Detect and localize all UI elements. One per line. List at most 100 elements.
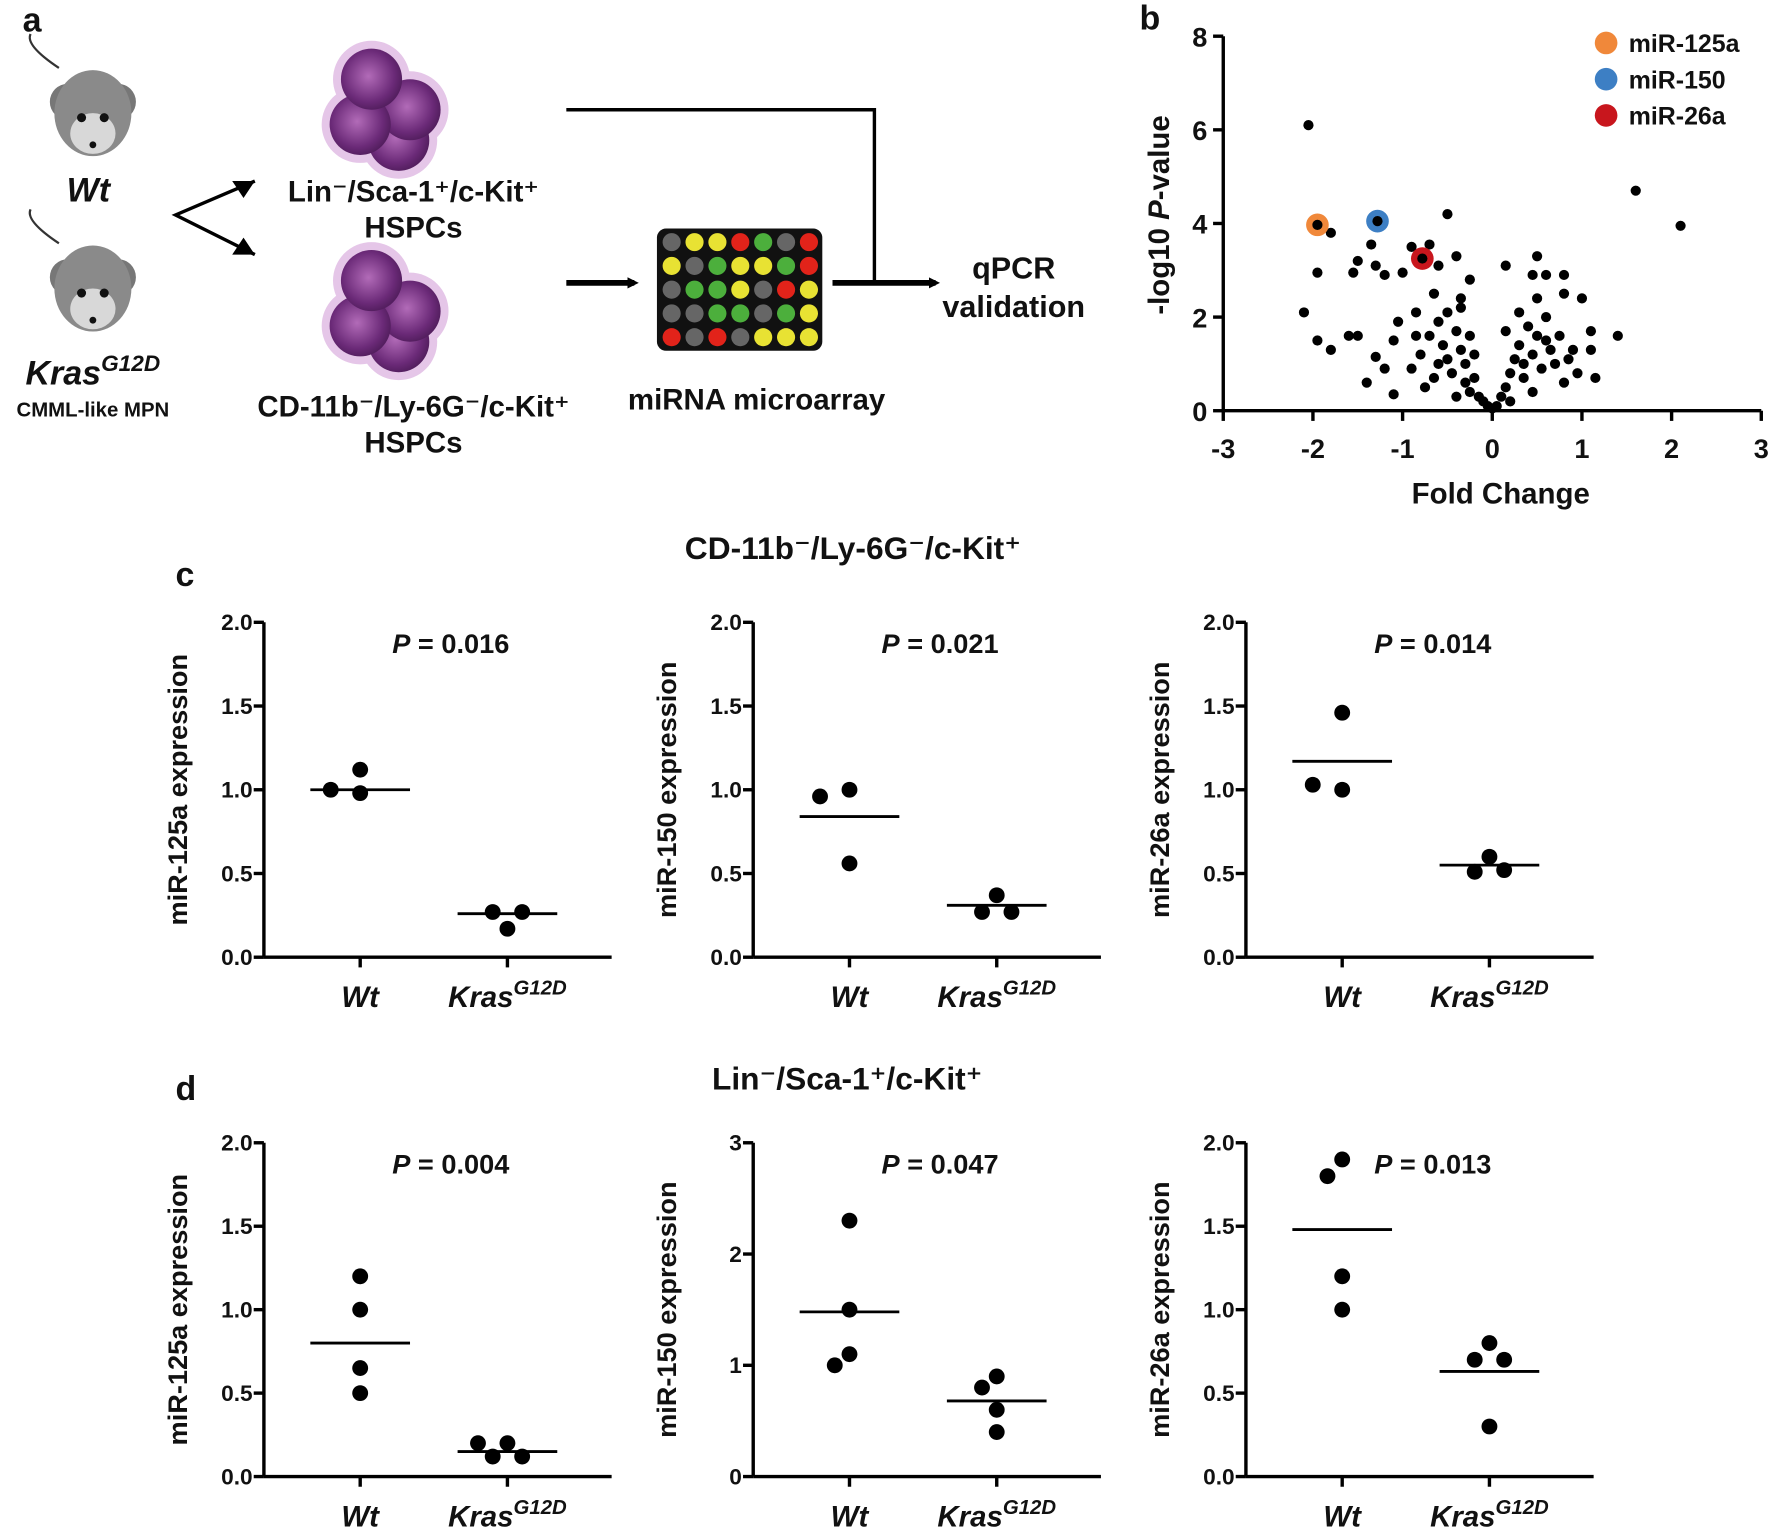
y-tick-label: 2.0 (1203, 1131, 1234, 1156)
dot (841, 855, 858, 872)
dot (1334, 1301, 1351, 1318)
spot (754, 280, 773, 299)
point (1442, 354, 1453, 365)
dot (1481, 1418, 1498, 1435)
spot (799, 304, 819, 323)
point (1540, 312, 1552, 323)
point (1500, 326, 1511, 337)
point (1460, 377, 1471, 388)
validation-label: validation (942, 290, 1085, 324)
y-tick-label: 2.0 (221, 610, 252, 635)
x-tick-label: KrasG12D (937, 978, 1056, 1014)
category-text: Wt (1323, 1500, 1362, 1532)
point (1567, 344, 1579, 355)
point (1514, 340, 1525, 351)
point (1312, 219, 1323, 230)
microarray-spots (662, 233, 819, 347)
dot (1481, 848, 1498, 865)
spot (799, 256, 819, 275)
dot (988, 1401, 1005, 1418)
dot (1319, 1168, 1336, 1185)
category-sup: G12D (1496, 978, 1550, 1000)
point (1410, 330, 1422, 341)
point (1419, 382, 1431, 393)
y-tick-label: 0.5 (1203, 861, 1234, 886)
point (1312, 335, 1323, 346)
y-axis-label: miR-150 expression (651, 1181, 682, 1437)
p-symbol: P (392, 628, 411, 659)
population-label: CD-11b⁻/Ly-6G⁻/c-Kit⁺ (257, 390, 569, 423)
spot (708, 256, 727, 275)
point (1303, 120, 1314, 131)
spot (731, 233, 750, 252)
point (1348, 267, 1359, 278)
category-text: Wt (341, 981, 380, 1014)
dot (988, 887, 1005, 904)
point (1518, 372, 1529, 384)
x-tick-label: KrasG12D (937, 1497, 1056, 1532)
y-axis-label: -log10 P-value (1143, 115, 1176, 314)
point (1366, 239, 1377, 250)
section-title: CD-11b⁻/Ly-6G⁻/c-Kit⁺ (685, 530, 1021, 566)
p-symbol: P (882, 1148, 901, 1179)
point (1527, 349, 1538, 360)
y-axis-label: miR-125a expression (162, 654, 193, 926)
point (1451, 326, 1462, 337)
dot (1496, 1351, 1513, 1368)
point (1514, 307, 1525, 318)
legend-label: miR-26a (1629, 102, 1726, 130)
point (1518, 358, 1529, 369)
point (1563, 354, 1574, 365)
spot (754, 304, 773, 323)
y-tick-label: 0.0 (710, 945, 741, 970)
point (1527, 386, 1538, 398)
y-tick-label: 2 (729, 1242, 742, 1267)
category-text: Kras (448, 981, 513, 1014)
dot (988, 1424, 1005, 1440)
x-tick-label: -3 (1211, 433, 1235, 464)
mouse-icon (28, 33, 136, 157)
category-sup: G12D (514, 978, 568, 1000)
y-tick-label: 0 (729, 1464, 742, 1489)
spot (662, 304, 681, 323)
y-tick-label: 1.5 (221, 1214, 252, 1239)
panel-label: b (1139, 0, 1160, 37)
x-tick-label: Wt (831, 981, 870, 1014)
y-tick-label: 1.0 (221, 1298, 252, 1323)
y-tick-label: 0 (1192, 396, 1207, 427)
population-label: Lin⁻/Sca-1⁺/c-Kit⁺ (288, 175, 539, 208)
point (1433, 358, 1444, 369)
point (1397, 267, 1408, 278)
dot (974, 1379, 990, 1396)
panel-label: d (176, 1070, 197, 1108)
point (1433, 260, 1444, 271)
spot (799, 233, 819, 252)
point (1361, 377, 1372, 388)
point (1469, 372, 1480, 384)
dot-plot: 0.0 0.5 1.0 1.5 2.0 miR-125a expression P = 0.… (162, 1131, 612, 1532)
point (1352, 330, 1363, 341)
category-text: Kras (1430, 1500, 1495, 1532)
point (1352, 255, 1363, 267)
point (1343, 330, 1354, 341)
point (1388, 389, 1399, 400)
point (1424, 330, 1435, 341)
population-sub: HSPCs (364, 427, 462, 460)
spot (777, 233, 796, 252)
spot (754, 256, 773, 275)
genotype-text: Kras (26, 355, 102, 393)
split-arrow (171, 179, 256, 257)
spot (799, 328, 819, 347)
p-text: = 0.021 (900, 628, 999, 659)
x-tick-label: Wt (1323, 1500, 1362, 1532)
point (1585, 326, 1597, 337)
point (1545, 344, 1556, 355)
spot (662, 256, 681, 275)
arrow-head (232, 181, 255, 255)
y-tick-label: 2 (1192, 302, 1207, 333)
point (1451, 251, 1462, 262)
point (1417, 253, 1428, 264)
spot (708, 280, 727, 299)
p-text: = 0.013 (1392, 1148, 1491, 1179)
x-tick-label: KrasG12D (448, 978, 567, 1014)
